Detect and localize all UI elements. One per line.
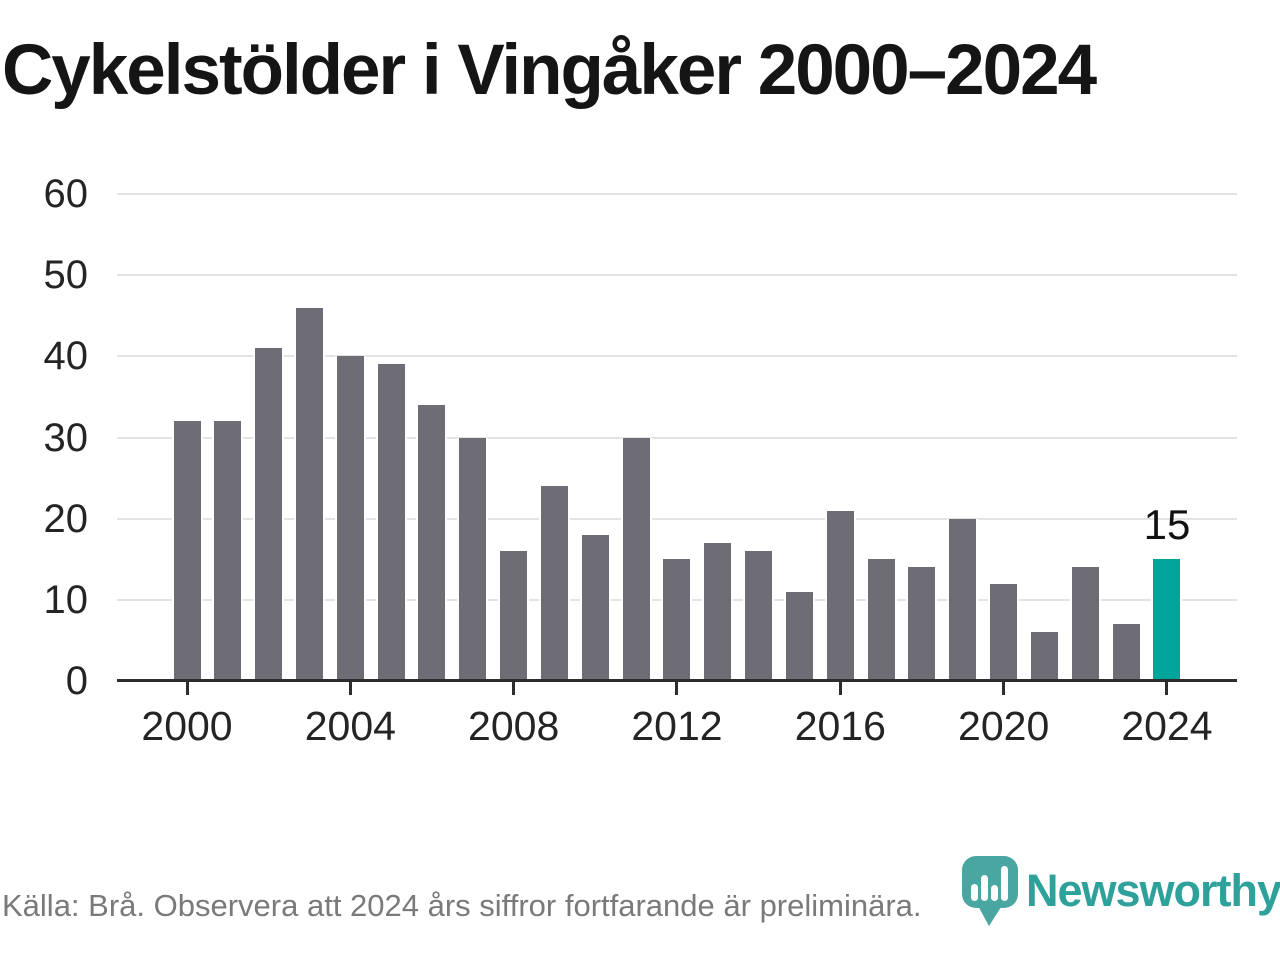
y-axis-label-50: 50 — [43, 253, 89, 298]
x-tick-2016 — [838, 681, 842, 695]
y-axis-label-60: 60 — [43, 172, 89, 216]
x-axis-label-2020: 2020 — [958, 703, 1050, 749]
bar-2003 — [293, 307, 325, 681]
bar-2005 — [375, 364, 407, 681]
source-note: Källa: Brå. Observera att 2024 års siffr… — [2, 888, 922, 923]
bar-2002 — [253, 348, 285, 681]
bar-2017 — [865, 559, 897, 681]
bar-2021 — [1028, 632, 1060, 681]
x-axis-label-2024: 2024 — [1121, 703, 1213, 749]
y-axis-label-30: 30 — [43, 415, 89, 460]
bar-2015 — [783, 591, 815, 681]
bar-2006 — [416, 405, 448, 681]
x-axis-line — [117, 679, 1237, 682]
chart-title: Cykelstölder i Vingåker 2000–2024 — [2, 31, 1097, 110]
newsworthy-wordmark: Newsworthy — [1026, 865, 1280, 916]
y-gridline-60 — [117, 193, 1237, 195]
y-axis-label-0: 0 — [65, 659, 88, 703]
x-tick-2020 — [1002, 681, 1006, 695]
bar-2014 — [743, 551, 775, 681]
bar-2012 — [661, 559, 693, 681]
newsworthy-logo: Newsworthy — [960, 854, 1280, 928]
x-tick-2000 — [185, 681, 189, 695]
x-tick-2024 — [1165, 681, 1169, 695]
x-axis-label-2012: 2012 — [631, 703, 723, 749]
bar-2004 — [334, 356, 366, 681]
bar-value-label: 15 — [1143, 501, 1191, 549]
y-axis-label-40: 40 — [43, 334, 89, 379]
x-tick-2012 — [675, 681, 679, 695]
x-axis-label-2004: 2004 — [304, 703, 396, 749]
bar-2016 — [824, 510, 856, 681]
bar-2019 — [947, 518, 979, 681]
bar-2011 — [620, 437, 652, 681]
y-axis-label-20: 20 — [43, 496, 89, 541]
x-axis-label-2000: 2000 — [141, 703, 233, 749]
bar-2008 — [498, 551, 530, 681]
bar-2010 — [579, 534, 611, 681]
bar-2024 — [1151, 559, 1183, 681]
bar-2022 — [1069, 567, 1101, 681]
x-tick-2004 — [348, 681, 352, 695]
bar-2007 — [457, 437, 489, 681]
y-gridline-50 — [117, 274, 1237, 277]
bar-2000 — [171, 421, 203, 681]
bar-2001 — [212, 421, 244, 681]
y-axis-label-10: 10 — [43, 577, 89, 622]
x-axis-label-2016: 2016 — [794, 703, 886, 749]
bar-2009 — [538, 486, 570, 681]
bar-2023 — [1110, 624, 1142, 681]
newsworthy-pin-icon — [962, 856, 1018, 926]
y-gridline-20 — [117, 517, 1237, 520]
bar-2020 — [988, 583, 1020, 681]
bar-2018 — [906, 567, 938, 681]
bar-2013 — [702, 543, 734, 681]
x-axis-label-2008: 2008 — [468, 703, 560, 749]
x-tick-2008 — [512, 681, 516, 695]
y-gridline-30 — [117, 436, 1237, 439]
y-gridline-40 — [117, 355, 1237, 358]
